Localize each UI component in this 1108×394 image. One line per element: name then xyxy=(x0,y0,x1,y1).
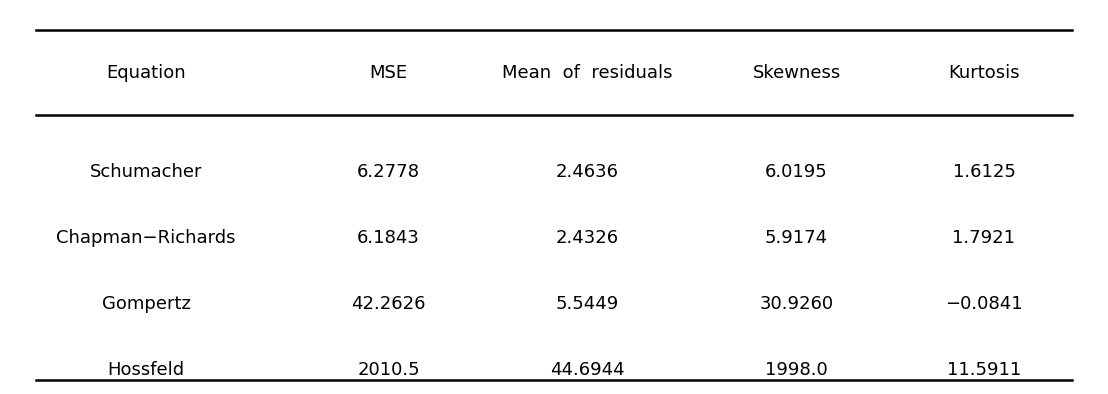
Text: 6.0195: 6.0195 xyxy=(766,163,828,181)
Text: Hossfeld: Hossfeld xyxy=(107,361,185,379)
Text: −0.0841: −0.0841 xyxy=(945,295,1023,313)
Text: 1.6125: 1.6125 xyxy=(953,163,1015,181)
Text: 30.9260: 30.9260 xyxy=(759,295,833,313)
Text: Skewness: Skewness xyxy=(752,64,841,82)
Text: Chapman−Richards: Chapman−Richards xyxy=(57,229,236,247)
Text: 2.4636: 2.4636 xyxy=(555,163,618,181)
Text: Mean  of  residuals: Mean of residuals xyxy=(502,64,673,82)
Text: 1.7921: 1.7921 xyxy=(953,229,1015,247)
Text: 6.1843: 6.1843 xyxy=(357,229,420,247)
Text: 5.5449: 5.5449 xyxy=(555,295,618,313)
Text: Schumacher: Schumacher xyxy=(90,163,203,181)
Text: Kurtosis: Kurtosis xyxy=(948,64,1019,82)
Text: 6.2778: 6.2778 xyxy=(357,163,420,181)
Text: 5.9174: 5.9174 xyxy=(765,229,828,247)
Text: Gompertz: Gompertz xyxy=(102,295,191,313)
Text: 11.5911: 11.5911 xyxy=(947,361,1022,379)
Text: Equation: Equation xyxy=(106,64,186,82)
Text: 42.2626: 42.2626 xyxy=(351,295,425,313)
Text: 2.4326: 2.4326 xyxy=(555,229,618,247)
Text: 1998.0: 1998.0 xyxy=(766,361,828,379)
Text: 2010.5: 2010.5 xyxy=(357,361,420,379)
Text: 44.6944: 44.6944 xyxy=(550,361,625,379)
Text: MSE: MSE xyxy=(370,64,408,82)
